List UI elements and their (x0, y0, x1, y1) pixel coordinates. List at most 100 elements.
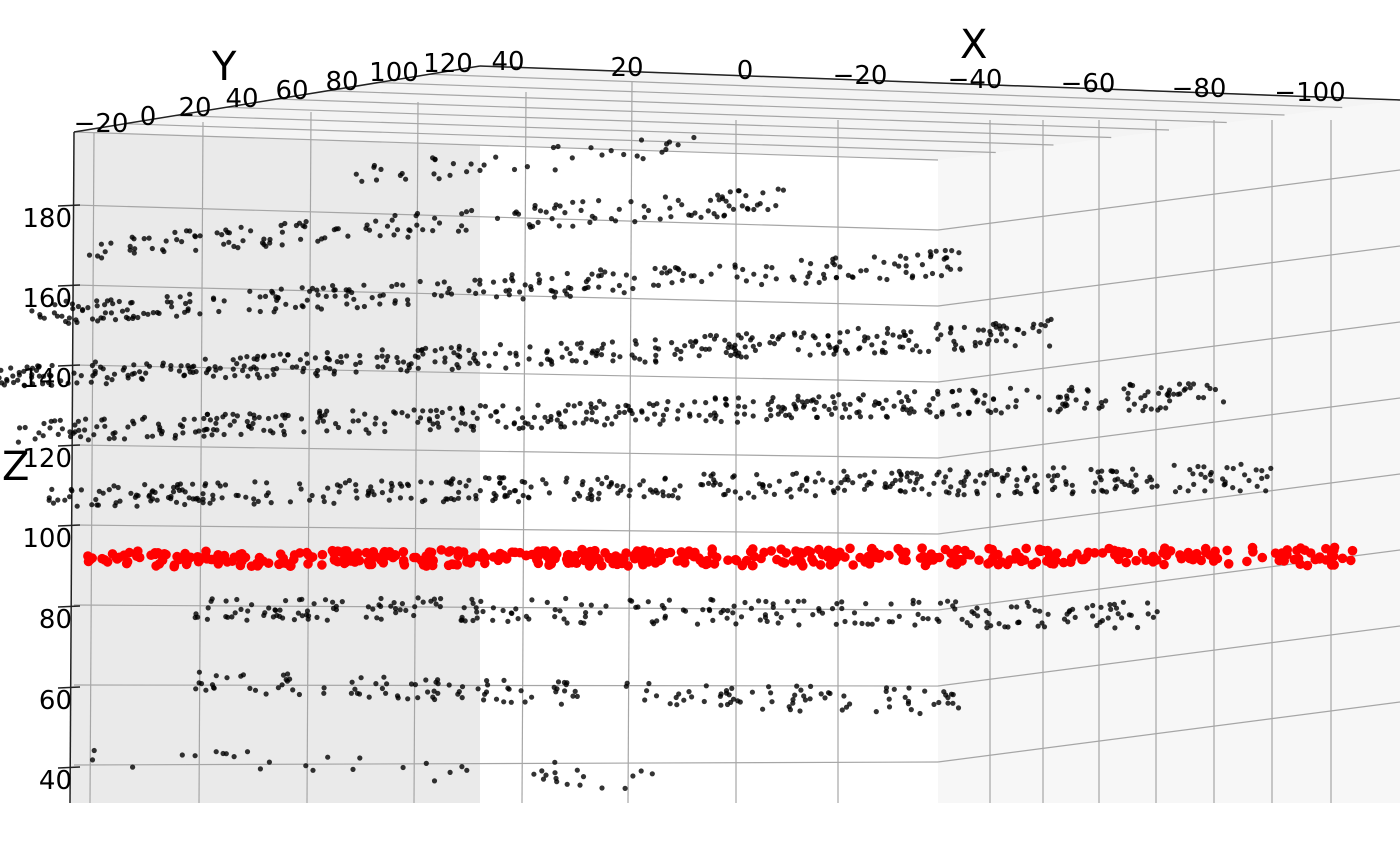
red-point (458, 547, 469, 557)
black-point (913, 343, 920, 349)
black-point (1263, 488, 1269, 494)
red-point (957, 556, 967, 566)
black-point (141, 310, 147, 316)
black-point (397, 172, 403, 178)
black-point (865, 335, 871, 341)
black-point (392, 212, 398, 219)
black-point (580, 199, 586, 205)
black-point (787, 486, 793, 492)
black-point (78, 487, 84, 493)
red-point (871, 552, 881, 563)
black-point (40, 381, 46, 387)
black-point (897, 253, 904, 259)
black-point (1204, 382, 1210, 388)
black-point (622, 785, 628, 792)
black-point (933, 248, 939, 254)
red-point (915, 553, 926, 563)
black-point (411, 407, 417, 413)
black-point (927, 409, 933, 415)
black-point (863, 267, 869, 273)
black-point (201, 433, 207, 439)
black-point (730, 206, 737, 212)
black-point (891, 686, 897, 692)
black-point (455, 495, 461, 501)
black-point (830, 488, 837, 494)
black-point (163, 238, 169, 244)
black-point (522, 479, 528, 485)
black-point (257, 308, 263, 315)
axes-panes (70, 66, 1400, 803)
black-point (46, 495, 52, 501)
black-point (957, 266, 963, 272)
black-point (397, 607, 403, 613)
black-point (1171, 391, 1177, 397)
black-point (1131, 401, 1137, 407)
black-point (959, 616, 965, 622)
black-point (474, 615, 480, 621)
black-point (466, 288, 472, 294)
black-point (520, 492, 526, 499)
black-point (939, 409, 945, 415)
black-point (325, 485, 331, 491)
black-point (1042, 323, 1048, 329)
red-point (748, 544, 758, 554)
black-point (78, 373, 84, 379)
black-point (213, 673, 219, 679)
black-point (227, 422, 233, 428)
black-point (528, 284, 534, 290)
red-point (814, 544, 824, 555)
black-point (1033, 488, 1039, 494)
black-point (988, 409, 994, 415)
red-point (303, 550, 314, 560)
red-point (498, 550, 509, 560)
black-point (751, 206, 757, 213)
black-point (864, 482, 870, 488)
red-point (1310, 554, 1321, 564)
black-point (860, 392, 866, 398)
black-point (361, 282, 367, 288)
black-point (4, 376, 10, 383)
red-point (1137, 548, 1148, 558)
black-point (362, 411, 368, 417)
black-point (1154, 483, 1160, 489)
red-point (686, 548, 697, 559)
black-point (399, 410, 405, 416)
black-point (900, 344, 906, 350)
z-tick-mark (57, 766, 81, 769)
black-point (810, 612, 816, 618)
black-point (710, 597, 716, 603)
black-point (649, 771, 655, 777)
black-point (596, 490, 602, 496)
black-point (232, 373, 238, 379)
red-point (102, 557, 113, 567)
black-point (890, 332, 896, 338)
red-point (1295, 559, 1305, 569)
black-point (646, 680, 652, 687)
black-point (246, 423, 252, 429)
red-point (840, 552, 850, 562)
black-point (1022, 466, 1028, 472)
black-point (371, 162, 377, 169)
black-point (645, 207, 652, 214)
black-point (36, 430, 42, 436)
black-point (663, 146, 669, 153)
black-point (438, 293, 444, 299)
black-point (956, 488, 962, 494)
black-point (300, 223, 306, 229)
black-point (955, 705, 962, 711)
black-point (461, 605, 467, 611)
black-point (99, 255, 105, 261)
black-point (791, 608, 797, 614)
black-point (495, 418, 501, 424)
black-point-cloud (0, 134, 1274, 792)
black-point (1015, 620, 1021, 626)
red-point (333, 556, 343, 567)
black-point (49, 382, 55, 388)
black-point (354, 305, 360, 311)
black-point (104, 375, 110, 381)
black-point (493, 294, 500, 300)
black-point (662, 194, 669, 200)
black-point (945, 264, 951, 270)
black-point (303, 219, 309, 225)
black-point (330, 599, 336, 605)
